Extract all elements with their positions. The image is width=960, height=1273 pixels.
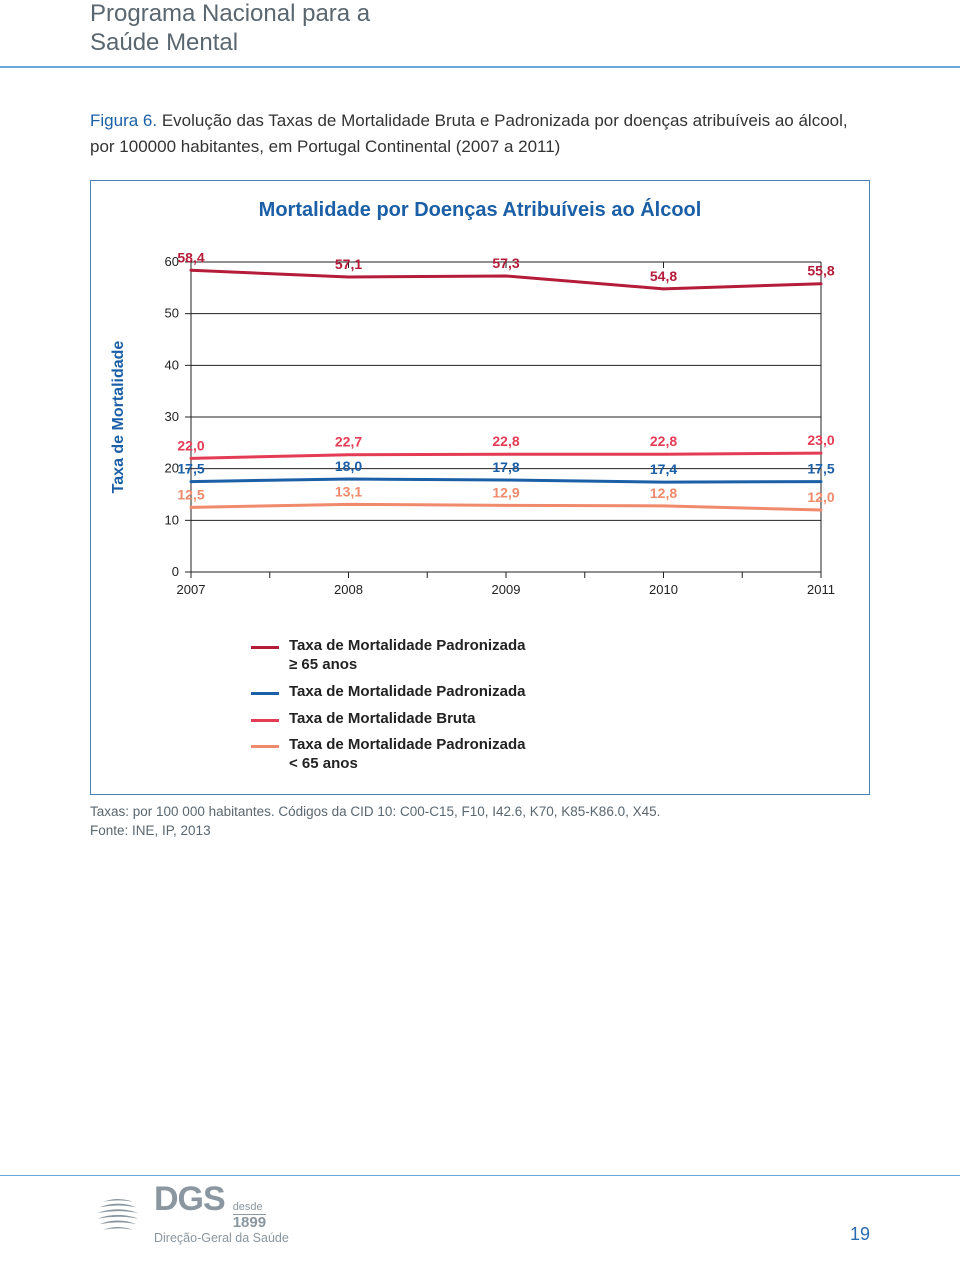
legend-swatch <box>251 646 279 649</box>
svg-text:57,1: 57,1 <box>335 256 362 272</box>
page-header-title: Programa Nacional para a Saúde Mental <box>90 0 870 58</box>
svg-text:2010: 2010 <box>649 582 678 597</box>
org-since-year: 1899 <box>233 1215 266 1230</box>
legend-item: Taxa de Mortalidade Bruta <box>251 710 531 729</box>
svg-text:54,8: 54,8 <box>650 268 677 284</box>
header-divider <box>0 66 960 68</box>
chart-footnote: Taxas: por 100 000 habitantes. Códigos d… <box>90 803 870 841</box>
chart-title: Mortalidade por Doenças Atribuíveis ao Á… <box>91 181 869 252</box>
legend-swatch <box>251 745 279 748</box>
svg-text:55,8: 55,8 <box>807 263 834 279</box>
legend-label: Taxa de Mortalidade Bruta <box>289 710 475 729</box>
svg-text:30: 30 <box>165 409 179 424</box>
footer-divider <box>0 1175 960 1176</box>
legend-label: Taxa de Mortalidade Padronizada ≥ 65 ano… <box>289 637 531 675</box>
svg-text:18,0: 18,0 <box>335 458 362 474</box>
footnote-line-2: Fonte: INE, IP, 2013 <box>90 823 211 838</box>
figure-caption-text: Evolução das Taxas de Mortalidade Bruta … <box>90 111 848 156</box>
svg-text:40: 40 <box>165 358 179 373</box>
org-full-name: Direção-Geral da Saúde <box>154 1232 289 1245</box>
svg-text:0: 0 <box>172 564 179 579</box>
svg-text:2009: 2009 <box>492 582 521 597</box>
svg-text:10: 10 <box>165 513 179 528</box>
chart-plot-area: 010203040506020072008200920102011Taxa de… <box>91 252 869 627</box>
svg-text:57,3: 57,3 <box>492 255 519 271</box>
chart-legend: Taxa de Mortalidade Padronizada ≥ 65 ano… <box>91 627 869 794</box>
svg-text:13,1: 13,1 <box>335 484 362 500</box>
svg-text:Taxa de Mortalidade: Taxa de Mortalidade <box>110 341 127 494</box>
header-line-2: Saúde Mental <box>90 29 238 56</box>
chart-container: Mortalidade por Doenças Atribuíveis ao Á… <box>90 180 870 795</box>
svg-text:22,7: 22,7 <box>335 434 362 450</box>
legend-swatch <box>251 719 279 722</box>
legend-item: Taxa de Mortalidade Padronizada ≥ 65 ano… <box>251 637 531 675</box>
globe-icon <box>90 1185 146 1241</box>
svg-text:50: 50 <box>165 306 179 321</box>
line-chart-svg: 010203040506020072008200920102011Taxa de… <box>101 252 841 612</box>
svg-text:2008: 2008 <box>334 582 363 597</box>
svg-text:17,5: 17,5 <box>177 461 204 477</box>
svg-text:12,0: 12,0 <box>807 489 834 505</box>
legend-label: Taxa de Mortalidade Padronizada <box>289 683 525 702</box>
footnote-line-1: Taxas: por 100 000 habitantes. Códigos d… <box>90 804 660 819</box>
svg-text:22,0: 22,0 <box>177 438 204 454</box>
svg-text:2011: 2011 <box>807 582 835 597</box>
svg-text:17,4: 17,4 <box>650 461 677 477</box>
legend-item: Taxa de Mortalidade Padronizada <box>251 683 531 702</box>
figure-number: Figura 6. <box>90 111 157 130</box>
legend-label: Taxa de Mortalidade Padronizada < 65 ano… <box>289 736 531 774</box>
svg-text:12,8: 12,8 <box>650 485 677 501</box>
figure-caption-block: Figura 6. Evolução das Taxas de Mortalid… <box>90 108 870 161</box>
org-logo-block: DGS desde 1899 Direção-Geral da Saúde <box>90 1182 289 1245</box>
org-abbrev: DGS <box>154 1182 225 1216</box>
svg-text:58,4: 58,4 <box>177 252 204 265</box>
header-line-1: Programa Nacional para a <box>90 0 370 27</box>
svg-text:23,0: 23,0 <box>807 432 834 448</box>
legend-swatch <box>251 692 279 695</box>
svg-text:12,9: 12,9 <box>492 485 519 501</box>
svg-text:17,8: 17,8 <box>492 459 519 475</box>
legend-item: Taxa de Mortalidade Padronizada < 65 ano… <box>251 736 531 774</box>
svg-text:2007: 2007 <box>177 582 206 597</box>
page-number: 19 <box>850 1224 870 1245</box>
svg-text:22,8: 22,8 <box>650 433 677 449</box>
svg-text:12,5: 12,5 <box>177 487 204 503</box>
svg-text:17,5: 17,5 <box>807 461 834 477</box>
svg-text:22,8: 22,8 <box>492 433 519 449</box>
page-footer: DGS desde 1899 Direção-Geral da Saúde 19 <box>90 1175 870 1255</box>
